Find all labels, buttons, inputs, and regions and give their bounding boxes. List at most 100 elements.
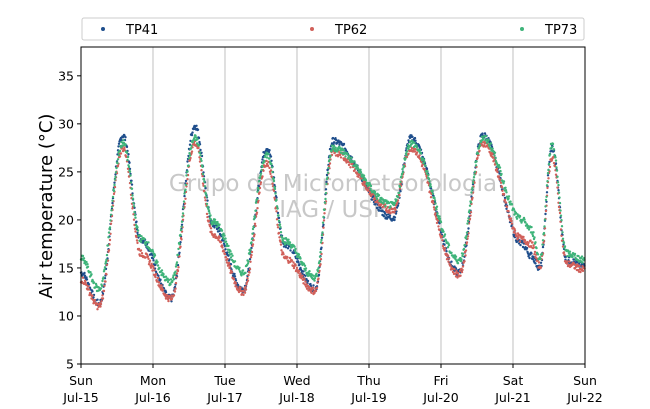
data-point xyxy=(573,252,577,256)
data-point xyxy=(357,168,360,171)
data-point xyxy=(548,165,552,169)
data-point xyxy=(445,258,449,261)
data-point xyxy=(249,256,253,259)
data-point xyxy=(101,294,104,297)
data-point xyxy=(305,287,309,290)
data-point xyxy=(201,174,204,178)
y-axis: 5 10 15 20 25 30 35 xyxy=(58,68,81,372)
data-point xyxy=(317,277,320,280)
data-point xyxy=(460,270,464,274)
data-point xyxy=(532,231,535,234)
data-point xyxy=(94,286,97,289)
data-point xyxy=(541,239,545,242)
data-point xyxy=(507,195,511,198)
data-point xyxy=(269,169,273,172)
data-point xyxy=(126,155,130,159)
x-axis: Sun Jul-15 Mon Jul-16 Tue Jul-17 Wed Jul-18 Thu J… xyxy=(62,364,603,405)
data-point xyxy=(224,256,228,259)
data-point xyxy=(433,196,436,200)
data-point xyxy=(166,280,170,284)
data-point xyxy=(220,244,224,247)
data-point xyxy=(149,266,153,269)
data-point xyxy=(174,270,177,273)
data-point xyxy=(388,208,391,212)
data-point xyxy=(436,212,439,215)
legend-marker-tp73 xyxy=(520,27,524,31)
data-point xyxy=(331,136,335,140)
data-point xyxy=(382,215,386,218)
data-point xyxy=(339,151,343,154)
data-point xyxy=(93,298,97,302)
data-point xyxy=(323,201,327,204)
x-tick-day: Sun xyxy=(69,373,93,388)
data-point xyxy=(151,250,155,253)
data-point xyxy=(152,259,155,262)
data-point xyxy=(156,260,159,264)
data-point xyxy=(507,214,511,217)
data-point xyxy=(427,173,430,177)
data-point xyxy=(544,205,547,208)
data-point xyxy=(382,202,385,205)
data-point xyxy=(557,205,561,209)
data-point xyxy=(135,235,138,239)
data-point xyxy=(113,181,116,184)
data-point xyxy=(420,164,424,168)
data-point xyxy=(420,160,423,164)
data-point xyxy=(559,228,563,231)
data-point xyxy=(271,170,274,174)
data-point xyxy=(99,287,103,290)
data-point xyxy=(198,151,202,154)
data-point xyxy=(209,214,212,217)
data-point xyxy=(476,152,480,155)
data-point xyxy=(246,279,250,282)
data-point xyxy=(262,169,265,172)
data-point xyxy=(253,233,256,236)
data-point xyxy=(542,241,545,244)
data-point xyxy=(258,191,261,194)
data-point xyxy=(85,276,88,279)
legend-frame xyxy=(81,17,585,41)
data-point xyxy=(370,198,374,201)
data-point xyxy=(424,164,427,167)
data-point xyxy=(183,202,187,205)
data-point xyxy=(184,179,188,183)
data-point xyxy=(353,160,356,163)
data-point xyxy=(282,253,285,256)
data-point xyxy=(407,139,410,142)
data-point xyxy=(297,269,301,273)
data-point xyxy=(549,147,552,150)
data-point xyxy=(248,258,252,261)
data-point xyxy=(473,173,476,176)
data-point xyxy=(249,248,252,251)
data-point xyxy=(265,159,268,163)
data-point xyxy=(239,286,242,289)
y-axis-label: Air temperature (°C) xyxy=(36,114,57,299)
data-point xyxy=(318,255,322,258)
data-point xyxy=(81,254,85,258)
data-point xyxy=(513,229,517,232)
data-point xyxy=(157,281,161,284)
data-point xyxy=(535,246,538,250)
data-point xyxy=(407,147,410,151)
data-point xyxy=(491,152,494,156)
data-point xyxy=(515,217,519,220)
data-point xyxy=(429,196,433,199)
data-point xyxy=(483,132,487,135)
data-point xyxy=(400,172,404,176)
data-point xyxy=(147,257,150,260)
data-point xyxy=(385,207,388,211)
data-point xyxy=(566,255,569,258)
data-point xyxy=(330,144,334,147)
data-point xyxy=(260,169,263,172)
data-point xyxy=(475,160,478,163)
data-point xyxy=(405,154,408,157)
data-point xyxy=(449,264,452,267)
data-point xyxy=(107,231,111,234)
data-point xyxy=(113,183,116,187)
data-point xyxy=(275,196,278,199)
data-point xyxy=(103,284,106,287)
data-point xyxy=(283,241,286,244)
data-point xyxy=(504,189,508,192)
data-point xyxy=(267,152,270,156)
data-point xyxy=(292,266,296,270)
